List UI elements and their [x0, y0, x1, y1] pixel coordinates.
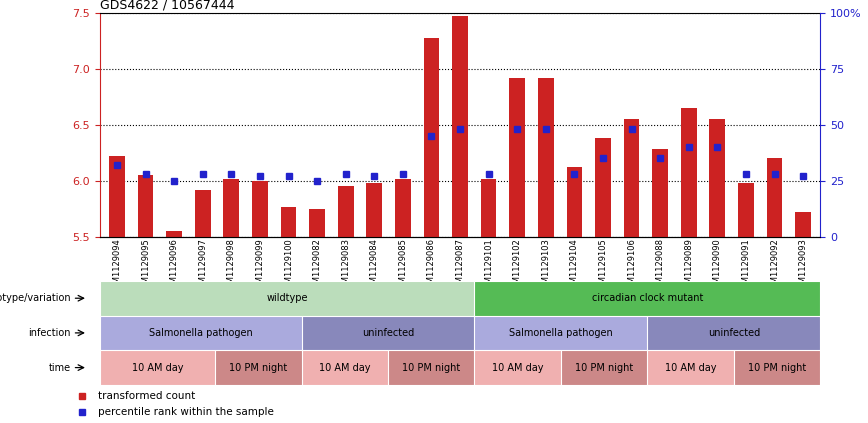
Text: infection: infection	[28, 328, 70, 338]
Bar	[510, 78, 525, 237]
Text: GDS4622 / 10567444: GDS4622 / 10567444	[100, 0, 234, 11]
Bar	[738, 183, 753, 237]
Bar	[167, 231, 182, 237]
Text: 10 PM night: 10 PM night	[575, 363, 634, 373]
Bar	[252, 181, 268, 237]
Text: 10 PM night: 10 PM night	[229, 363, 287, 373]
Bar	[538, 78, 554, 237]
Bar	[681, 108, 697, 237]
Bar	[595, 138, 611, 237]
Text: 10 AM day: 10 AM day	[319, 363, 371, 373]
Bar	[481, 179, 496, 237]
Text: uninfected: uninfected	[707, 328, 760, 338]
Text: genotype/variation: genotype/variation	[0, 293, 70, 303]
Bar	[138, 175, 154, 237]
Text: 10 AM day: 10 AM day	[492, 363, 543, 373]
Text: Salmonella pathogen: Salmonella pathogen	[148, 328, 253, 338]
Bar	[424, 38, 439, 237]
Text: 10 AM day: 10 AM day	[665, 363, 716, 373]
Text: transformed count: transformed count	[98, 391, 195, 401]
Text: wildtype: wildtype	[266, 293, 308, 303]
Text: 10 AM day: 10 AM day	[132, 363, 183, 373]
Bar	[109, 156, 125, 237]
Text: uninfected: uninfected	[362, 328, 414, 338]
Bar	[795, 212, 811, 237]
Bar	[395, 179, 411, 237]
Bar	[624, 119, 640, 237]
Bar	[766, 159, 782, 237]
Bar	[280, 206, 296, 237]
Bar	[195, 190, 211, 237]
Bar	[567, 168, 582, 237]
Bar	[709, 119, 725, 237]
Text: percentile rank within the sample: percentile rank within the sample	[98, 407, 274, 417]
Bar	[223, 179, 240, 237]
Bar	[338, 187, 353, 237]
Bar	[309, 209, 325, 237]
Bar	[452, 16, 468, 237]
Text: 10 PM night: 10 PM night	[748, 363, 806, 373]
Text: circadian clock mutant: circadian clock mutant	[592, 293, 703, 303]
Bar	[652, 149, 668, 237]
Bar	[366, 183, 382, 237]
Text: Salmonella pathogen: Salmonella pathogen	[509, 328, 613, 338]
Text: 10 PM night: 10 PM night	[402, 363, 460, 373]
Text: time: time	[49, 363, 70, 373]
